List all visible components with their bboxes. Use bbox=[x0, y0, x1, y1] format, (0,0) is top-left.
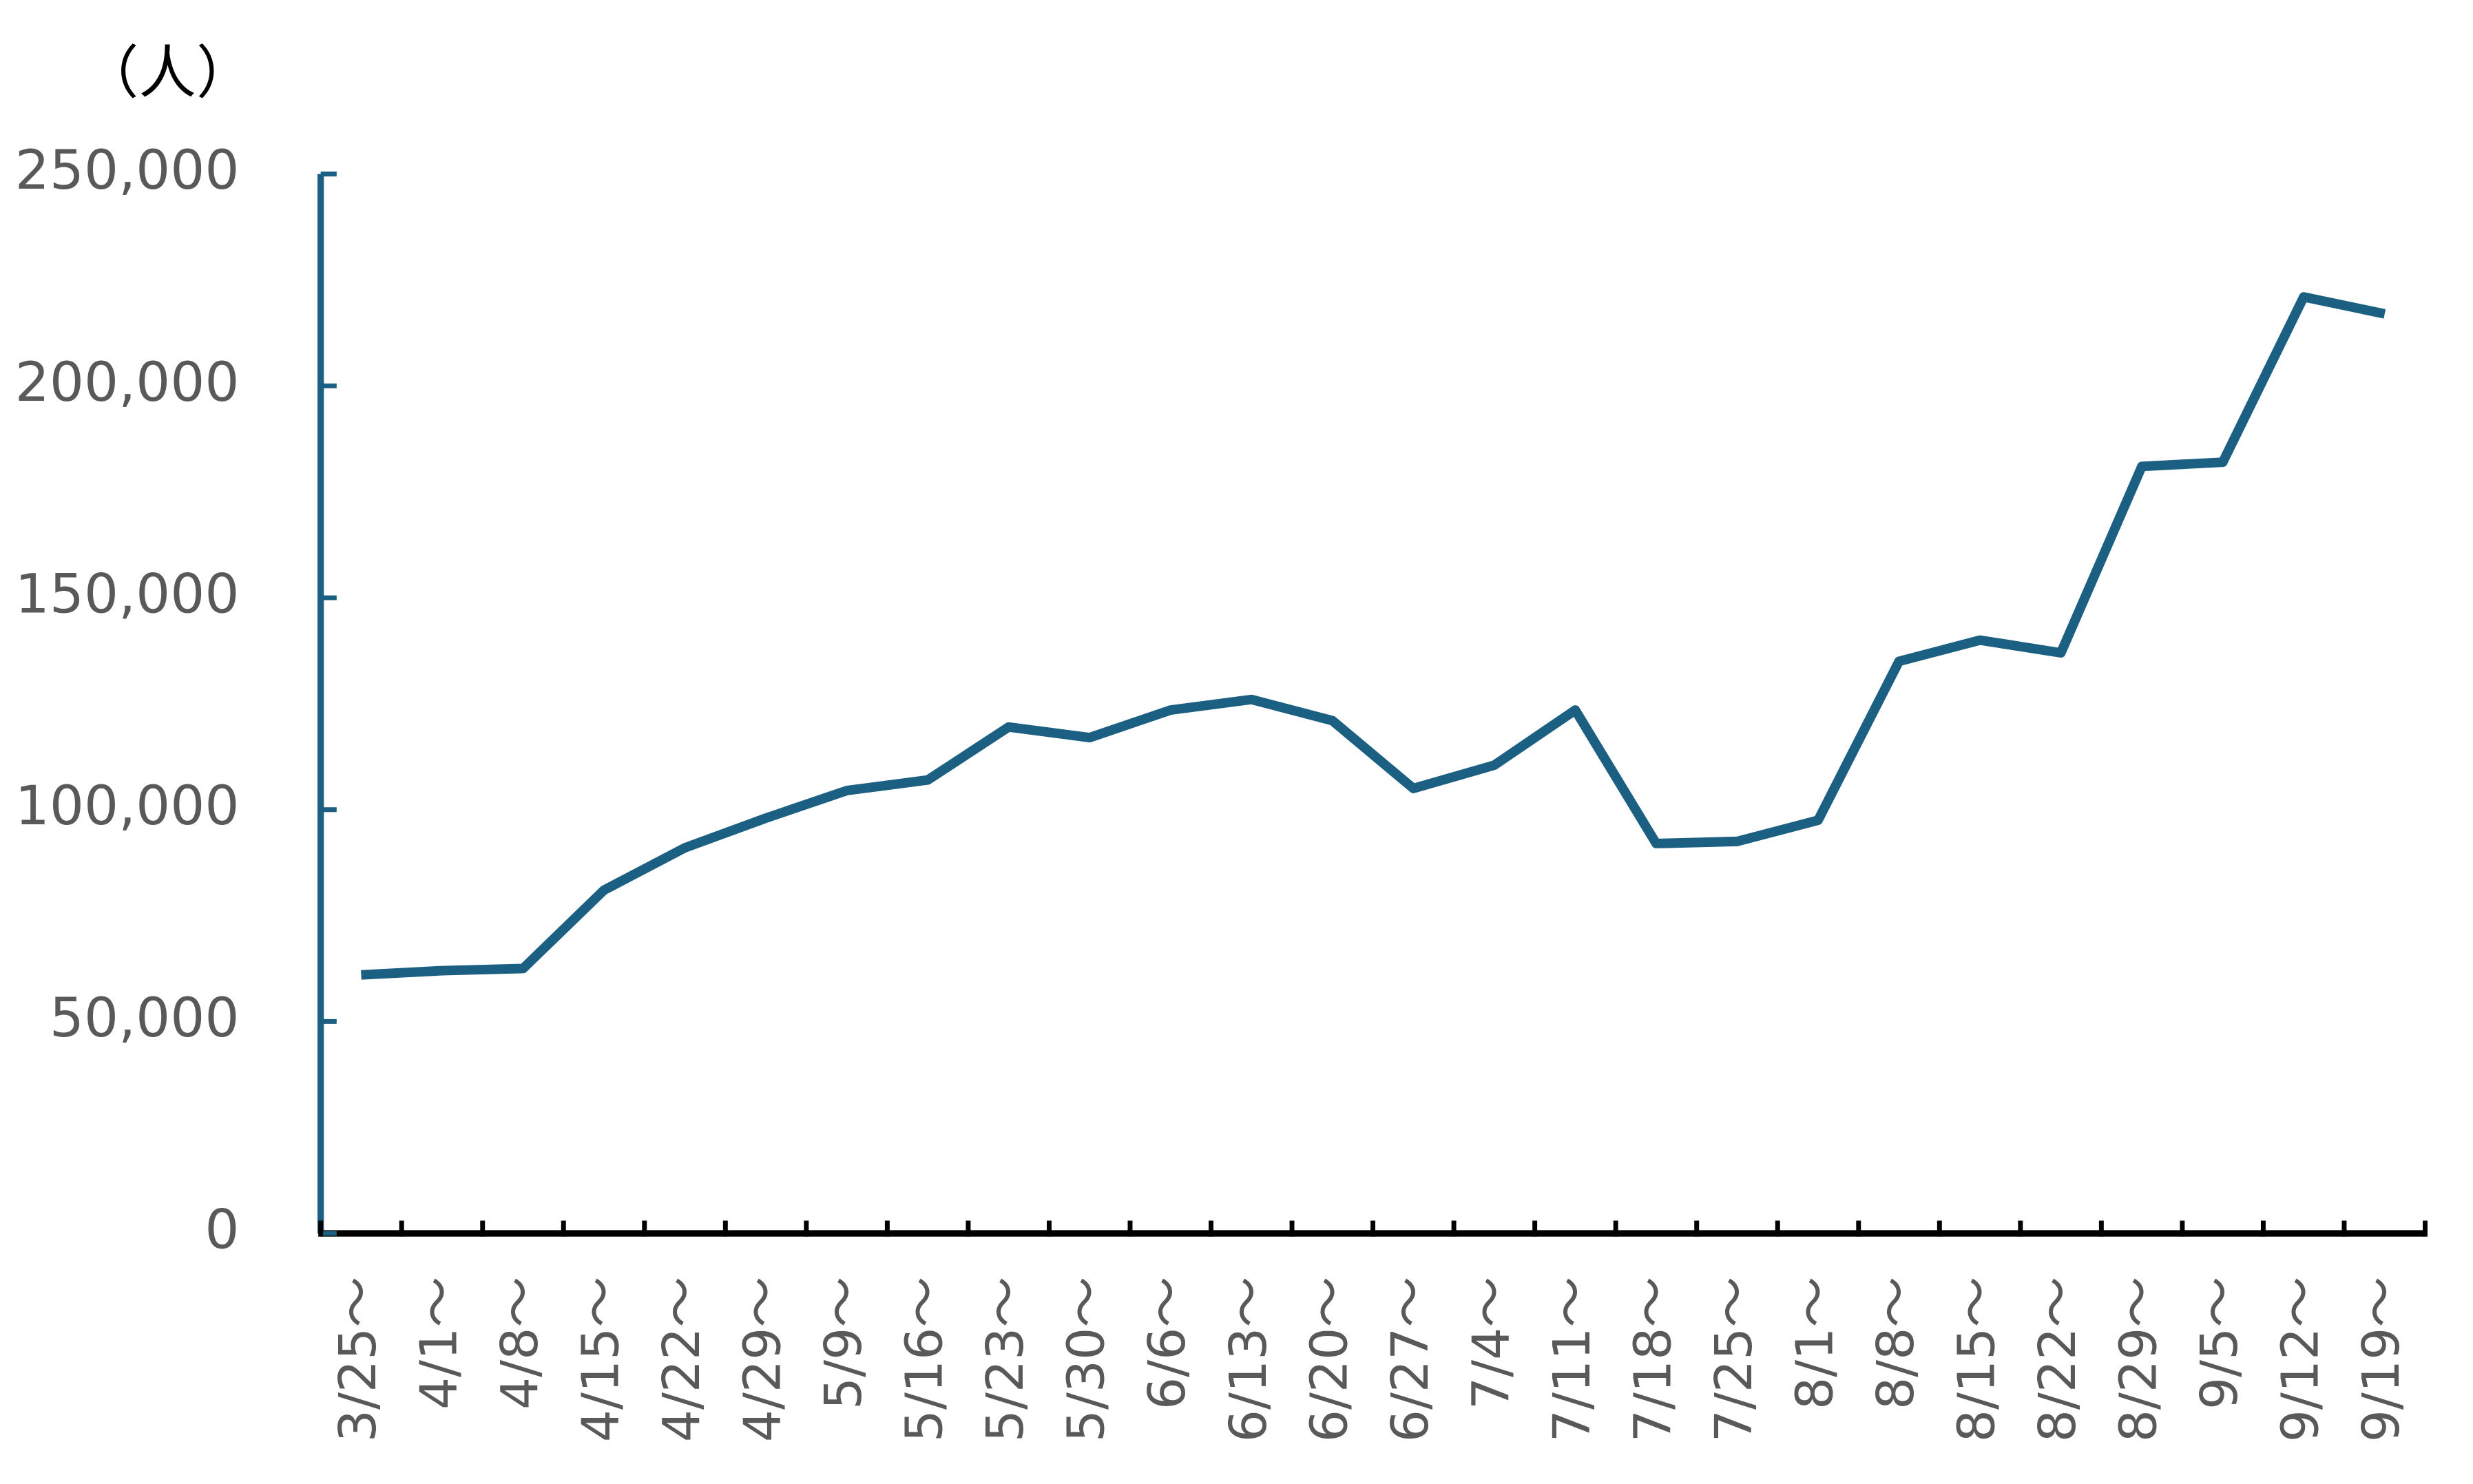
x-tick-label: 4/15～ bbox=[572, 1277, 631, 1443]
x-tick-label: 8/15～ bbox=[1948, 1277, 2007, 1443]
x-tick-label: 7/11～ bbox=[1543, 1277, 1602, 1443]
x-tick-label: 8/22～ bbox=[2028, 1277, 2087, 1443]
x-tick-label: 4/1～ bbox=[409, 1277, 468, 1410]
y-tick-label: 150,000 bbox=[15, 563, 240, 626]
y-tick-label: 50,000 bbox=[50, 986, 240, 1049]
x-tick-label: 5/16～ bbox=[895, 1277, 954, 1443]
x-tick-label: 8/1～ bbox=[1786, 1277, 1845, 1410]
y-tick-label: 0 bbox=[205, 1198, 239, 1262]
x-tick-label: 9/12～ bbox=[2271, 1277, 2330, 1443]
y-axis-unit: （人） bbox=[81, 39, 253, 106]
x-tick-label: 3/25～ bbox=[328, 1277, 388, 1443]
x-tick-label: 9/19～ bbox=[2352, 1277, 2411, 1443]
x-tick-label: 9/5～ bbox=[2190, 1277, 2249, 1410]
x-tick-label: 7/18～ bbox=[1623, 1277, 1682, 1443]
x-tick-label: 6/6～ bbox=[1138, 1277, 1197, 1410]
x-tick-label: 5/9～ bbox=[814, 1277, 873, 1410]
x-tick-label: 7/25～ bbox=[1704, 1277, 1764, 1443]
x-tick-label: 7/4～ bbox=[1461, 1277, 1521, 1410]
x-tick-label: 4/8～ bbox=[490, 1277, 550, 1410]
x-tick-label: 5/30～ bbox=[1057, 1277, 1116, 1443]
y-tick-label: 200,000 bbox=[15, 351, 240, 414]
x-tick-label: 4/22～ bbox=[652, 1277, 711, 1443]
data-line bbox=[361, 292, 2386, 980]
y-tick-label: 250,000 bbox=[15, 138, 240, 202]
x-tick-label: 8/29～ bbox=[2109, 1277, 2169, 1443]
x-tick-label: 5/23～ bbox=[976, 1277, 1035, 1443]
y-tick-label: 100,000 bbox=[15, 774, 240, 837]
x-tick-label: 4/29～ bbox=[733, 1277, 793, 1443]
x-tick-label: 6/27～ bbox=[1381, 1277, 1440, 1443]
x-tick-label: 6/20～ bbox=[1300, 1277, 1359, 1443]
x-tick-label: 6/13～ bbox=[1219, 1277, 1278, 1443]
x-tick-label: 8/8～ bbox=[1866, 1277, 1926, 1410]
